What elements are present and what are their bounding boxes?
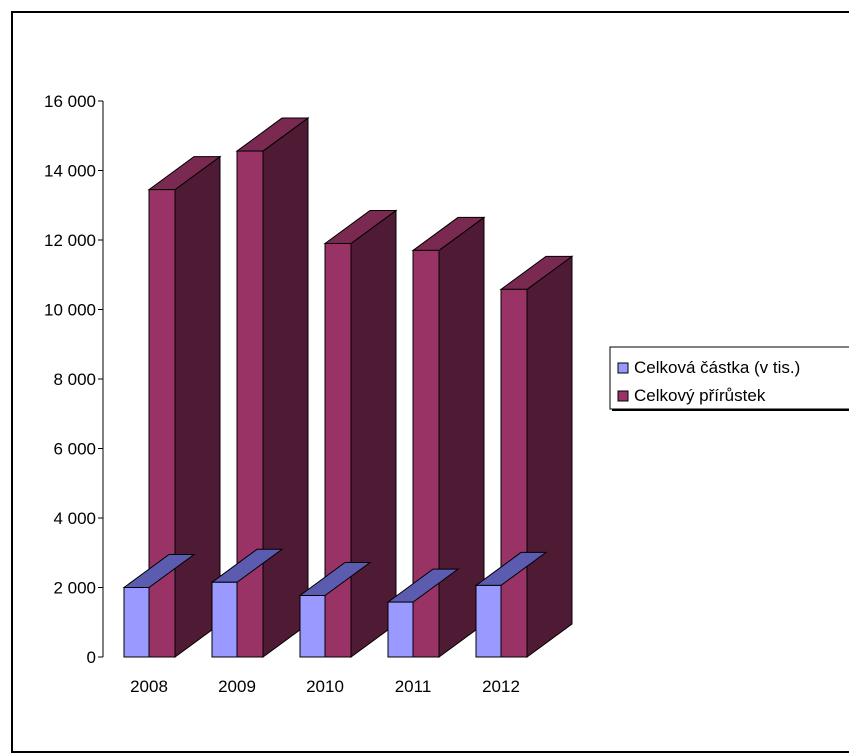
- legend-swatch: [617, 390, 629, 402]
- bar: [387, 601, 414, 658]
- y-tick-label: 0: [87, 648, 96, 667]
- x-tick-label: 2012: [482, 677, 520, 696]
- legend-label: Celková částka (v tis.): [634, 358, 800, 377]
- bar-side: [350, 209, 397, 658]
- y-tick-label: 14 000: [44, 162, 96, 181]
- bar: [299, 594, 326, 658]
- x-axis: 2008 2009 2010 2011 2012: [130, 677, 520, 696]
- y-tick-label: 4 000: [53, 509, 96, 528]
- bar: [211, 581, 238, 658]
- y-tick-label: 6 000: [53, 440, 96, 459]
- bar: [123, 587, 150, 658]
- y-tick-label: 10 000: [44, 301, 96, 320]
- y-tick-label: 12 000: [44, 231, 96, 250]
- legend-box: [609, 346, 849, 410]
- x-tick-label: 2008: [130, 677, 168, 696]
- plot-area: [122, 117, 574, 658]
- x-tick-label: 2011: [395, 677, 432, 696]
- bar: [500, 288, 528, 658]
- bar: [324, 242, 352, 658]
- y-tick-label: 8 000: [53, 370, 96, 389]
- y-tick-label: 16 000: [44, 92, 96, 111]
- legend: Celková částka (v tis.) Celkový přírůstek: [609, 346, 849, 411]
- bar: [236, 150, 264, 658]
- bar-side: [526, 255, 573, 658]
- legend-label: Celkový přírůstek: [634, 386, 766, 405]
- bar: [475, 584, 502, 658]
- x-tick-label: 2010: [306, 677, 344, 696]
- legend-swatch: [617, 362, 629, 374]
- y-tick-label: 2 000: [53, 579, 96, 598]
- bar: [148, 189, 176, 658]
- x-tick-label: 2009: [218, 677, 256, 696]
- y-axis: 0 2 000 4 000 6 000 8 000 10 000 12 000 14 000 1…: [44, 92, 104, 667]
- bar-side: [262, 117, 309, 658]
